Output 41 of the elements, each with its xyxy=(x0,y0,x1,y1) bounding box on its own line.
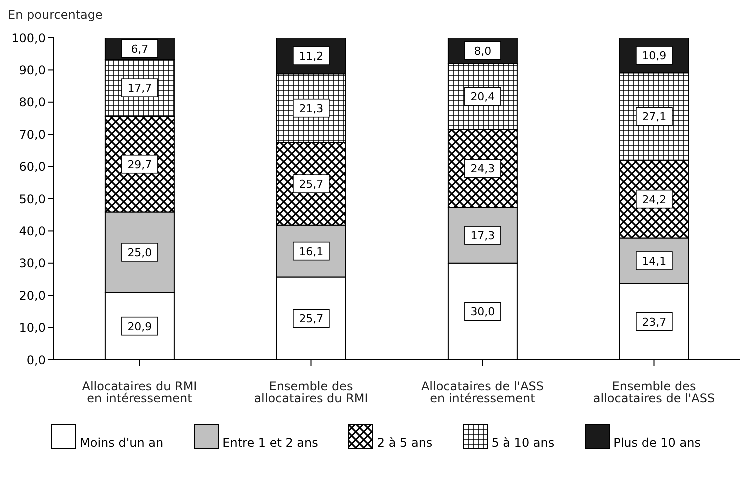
y-tick-label: 30,0 xyxy=(19,256,46,271)
data-label: 16,1 xyxy=(299,245,324,258)
y-tick-label: 100,0 xyxy=(12,31,46,46)
data-label: 27,1 xyxy=(642,110,667,124)
x-tick-label: Allocataires de l'ASS en intéressement xyxy=(421,380,544,406)
legend-label: 5 à 10 ans xyxy=(492,436,555,450)
data-label: 17,7 xyxy=(128,82,152,96)
y-tick-label: 10,0 xyxy=(19,321,46,336)
data-label: 30,0 xyxy=(470,306,496,319)
data-label: 20,4 xyxy=(470,90,496,104)
y-tick-label: 60,0 xyxy=(19,160,46,174)
y-tick-label: 0,0 xyxy=(26,353,46,368)
data-label: 11,2 xyxy=(299,50,324,64)
data-label: 23,7 xyxy=(642,316,667,329)
y-tick-label: 90,0 xyxy=(19,63,46,78)
data-label: 20,9 xyxy=(128,320,152,334)
data-label: 29,7 xyxy=(128,158,152,172)
legend-label: Entre 1 et 2 ans xyxy=(222,436,318,450)
x-tick-label: Ensemble des allocataires de l'ASS xyxy=(593,380,716,406)
y-tick-label: 50,0 xyxy=(19,192,46,206)
legend-label: 2 à 5 ans xyxy=(377,436,433,450)
y-tick-label: 70,0 xyxy=(19,128,46,142)
data-label: 14,1 xyxy=(642,254,667,268)
data-label: 24,2 xyxy=(642,193,667,206)
data-label: 25,0 xyxy=(128,246,152,260)
x-tick-label: Allocataires du RMI en intéressement xyxy=(82,380,198,406)
data-label: 25,7 xyxy=(299,178,324,192)
y-tick-label: 40,0 xyxy=(19,224,46,238)
legend-label: Plus de 10 ans xyxy=(614,436,701,450)
data-label: 17,3 xyxy=(470,230,496,243)
data-label: 25,7 xyxy=(299,312,324,326)
data-label: 10,9 xyxy=(642,50,667,63)
data-label: 8,0 xyxy=(474,44,492,58)
y-axis-title: En pourcentage xyxy=(8,8,104,24)
y-tick-label: 20,0 xyxy=(19,288,46,303)
data-label: 24,3 xyxy=(470,162,496,176)
data-label: 21,3 xyxy=(299,102,324,116)
data-label: 6,7 xyxy=(131,42,149,56)
x-tick-label: Ensemble des allocataires du RMI xyxy=(254,380,368,406)
y-tick-label: 80,0 xyxy=(19,96,46,110)
legend-label: Moins d'un an xyxy=(80,436,164,450)
